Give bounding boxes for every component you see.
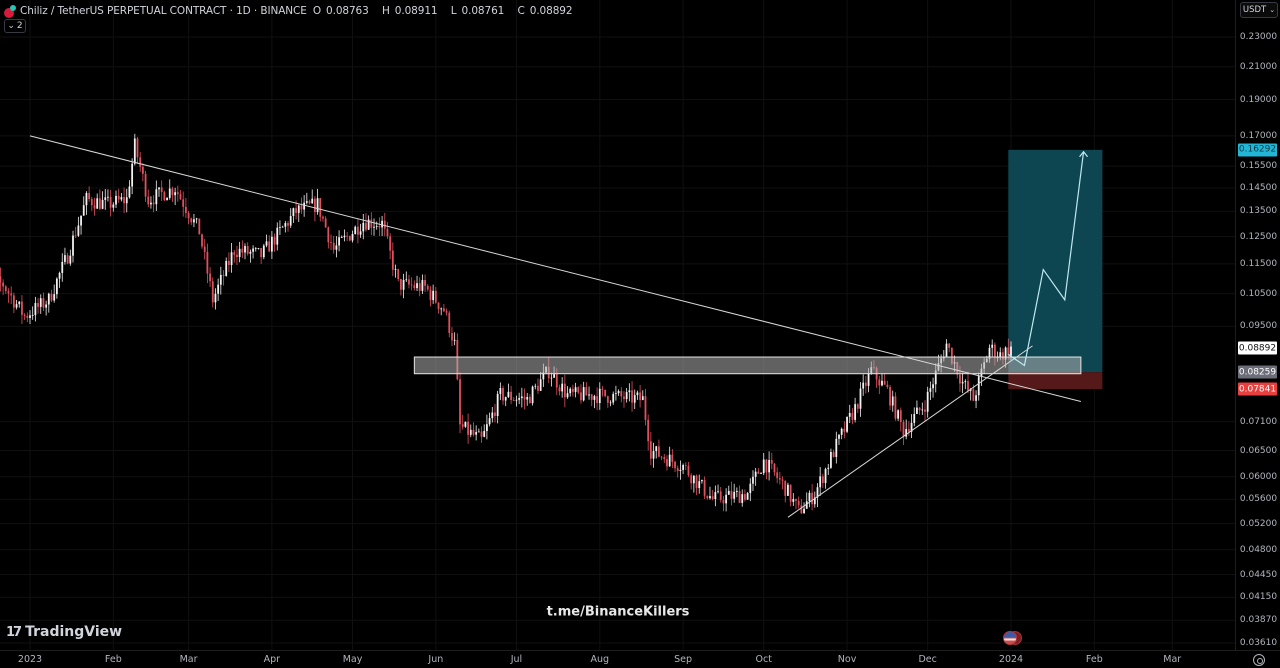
trade-zones <box>1008 149 1103 390</box>
time-tick-label: Oct <box>755 654 772 665</box>
price-tick-label: 0.13500 <box>1239 206 1278 217</box>
price-tick-label: 0.11500 <box>1239 258 1278 269</box>
time-tick-label: Feb <box>1085 654 1103 665</box>
low-value: 0.08761 <box>461 5 505 17</box>
price-tick-label: 0.21000 <box>1239 61 1278 72</box>
time-tick-label: Jun <box>428 654 444 665</box>
price-tick-label: 0.04450 <box>1239 569 1278 580</box>
symbol-title[interactable]: Chiliz / TetherUS PERPETUAL CONTRACT · 1… <box>20 5 307 17</box>
price-tick-label: 0.04800 <box>1239 544 1278 555</box>
price-tick-label: 0.15500 <box>1239 161 1278 172</box>
symbol-legend: Chiliz / TetherUS PERPETUAL CONTRACT · 1… <box>4 3 582 19</box>
price-tick-label: 0.03610 <box>1239 638 1278 648</box>
time-tick-label: Aug <box>590 654 610 665</box>
time-tick-label: Dec <box>918 654 937 665</box>
time-tick-label: Apr <box>263 654 281 665</box>
projection-path-arrow[interactable] <box>1007 151 1085 367</box>
price-chart[interactable] <box>0 0 1235 650</box>
time-tick-label: Mar <box>1163 654 1182 665</box>
time-tick-label: Nov <box>837 654 857 665</box>
high-value: 0.08911 <box>394 5 438 17</box>
grid-lines <box>0 0 1235 650</box>
time-tick-label: 2024 <box>998 654 1024 665</box>
time-axis[interactable]: 2023 Feb Mar Apr May Jun Jul Aug Sep Oct Nov Dec 202… <box>0 650 1280 668</box>
price-tick-label: 0.06000 <box>1239 471 1278 482</box>
currency-selector[interactable]: USDT ⌄ <box>1240 2 1278 18</box>
telegram-watermark: t.me/BinanceKillers <box>546 604 690 620</box>
resistance-zone-rect[interactable] <box>413 356 1082 375</box>
price-tick-label: 0.10500 <box>1239 288 1278 299</box>
time-tick-label: Feb <box>104 654 122 665</box>
ascending-trendline[interactable] <box>787 345 1033 518</box>
entry-price-tag: 0.08259 <box>1238 365 1277 379</box>
descending-trendline[interactable] <box>29 135 1082 403</box>
price-tick-label: 0.05200 <box>1239 518 1278 529</box>
drawing-tools[interactable] <box>29 135 1089 518</box>
time-tick-label: May <box>342 654 363 665</box>
chevron-down-icon: ⌄ <box>7 21 15 31</box>
chiliz-coin-icon <box>4 4 17 18</box>
time-tick-label: 2023 <box>17 654 43 665</box>
us-economic-event-flag-icon[interactable] <box>1003 631 1022 646</box>
price-tick-label: 0.03870 <box>1239 615 1278 626</box>
price-tick-label: 0.06500 <box>1239 445 1278 456</box>
candlesticks <box>0 133 1012 515</box>
time-tick-label: Jul <box>510 654 523 665</box>
price-tick-label: 0.04150 <box>1239 592 1278 603</box>
indicators-collapse-button[interactable]: ⌄ 2 <box>4 19 26 33</box>
stop-price-tag: 0.07841 <box>1238 382 1277 396</box>
chart-settings-icon[interactable] <box>1253 654 1265 666</box>
chevron-down-icon: ⌄ <box>1269 6 1276 14</box>
price-tick-label: 0.09500 <box>1239 321 1278 332</box>
price-tick-label: 0.23000 <box>1239 32 1278 42</box>
target-price-tag: 0.16292 <box>1238 143 1277 157</box>
price-tick-label: 0.12500 <box>1239 231 1278 242</box>
price-tick-label: 0.05600 <box>1239 494 1278 505</box>
time-tick-label: Mar <box>179 654 198 665</box>
open-value: 0.08763 <box>326 5 369 17</box>
price-tick-label: 0.14500 <box>1239 182 1278 193</box>
ohlc-values: O 0.08763 H 0.08911 L 0.08761 C 0.08892 <box>312 5 573 17</box>
last-price-tag: 0.08892 <box>1238 341 1277 355</box>
tradingview-logo[interactable]: 𝟭7 TradingView <box>6 624 123 640</box>
time-tick-label: Sep <box>674 654 693 665</box>
price-tick-label: 0.07100 <box>1239 416 1278 427</box>
close-value: 0.08892 <box>529 5 573 17</box>
price-tick-label: 0.17000 <box>1239 130 1278 141</box>
price-axis[interactable]: USDT ⌄ 0.23000 0.21000 0.19000 0.17000 0.155… <box>1235 0 1280 650</box>
price-tick-label: 0.19000 <box>1239 94 1278 105</box>
tradingview-logo-icon: 𝟭7 <box>6 624 22 640</box>
